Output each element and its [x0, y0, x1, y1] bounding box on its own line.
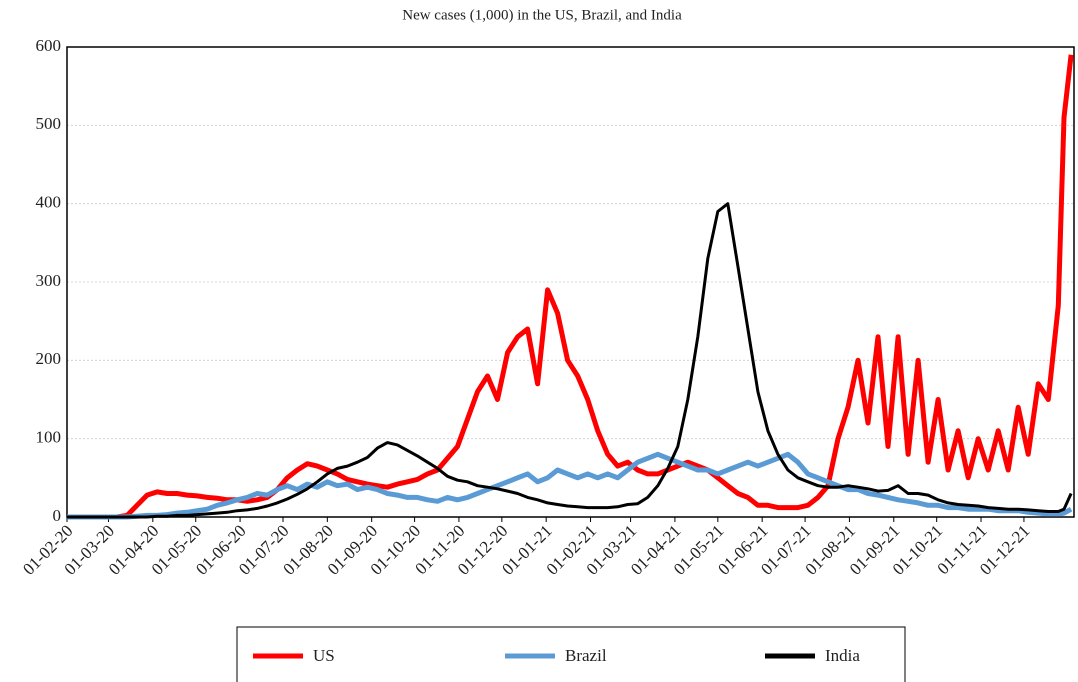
- y-tick-label: 400: [36, 193, 62, 212]
- legend-label: Brazil: [565, 646, 607, 665]
- y-tick-label: 600: [36, 36, 62, 55]
- legend-label: India: [825, 646, 860, 665]
- series-line: [67, 451, 1073, 520]
- y-tick-label: 500: [36, 114, 62, 133]
- series-line: [67, 54, 1074, 520]
- y-tick-label: 0: [53, 506, 62, 525]
- chart-title: New cases (1,000) in the US, Brazil, and…: [402, 7, 682, 23]
- y-tick-label: 100: [36, 428, 62, 447]
- y-tick-label: 300: [36, 271, 62, 290]
- y-tick-label: 200: [36, 349, 62, 368]
- plot-border: [66, 46, 1075, 518]
- legend-label: US: [313, 646, 335, 665]
- legend-box: [236, 626, 906, 682]
- series-line: [67, 202, 1073, 519]
